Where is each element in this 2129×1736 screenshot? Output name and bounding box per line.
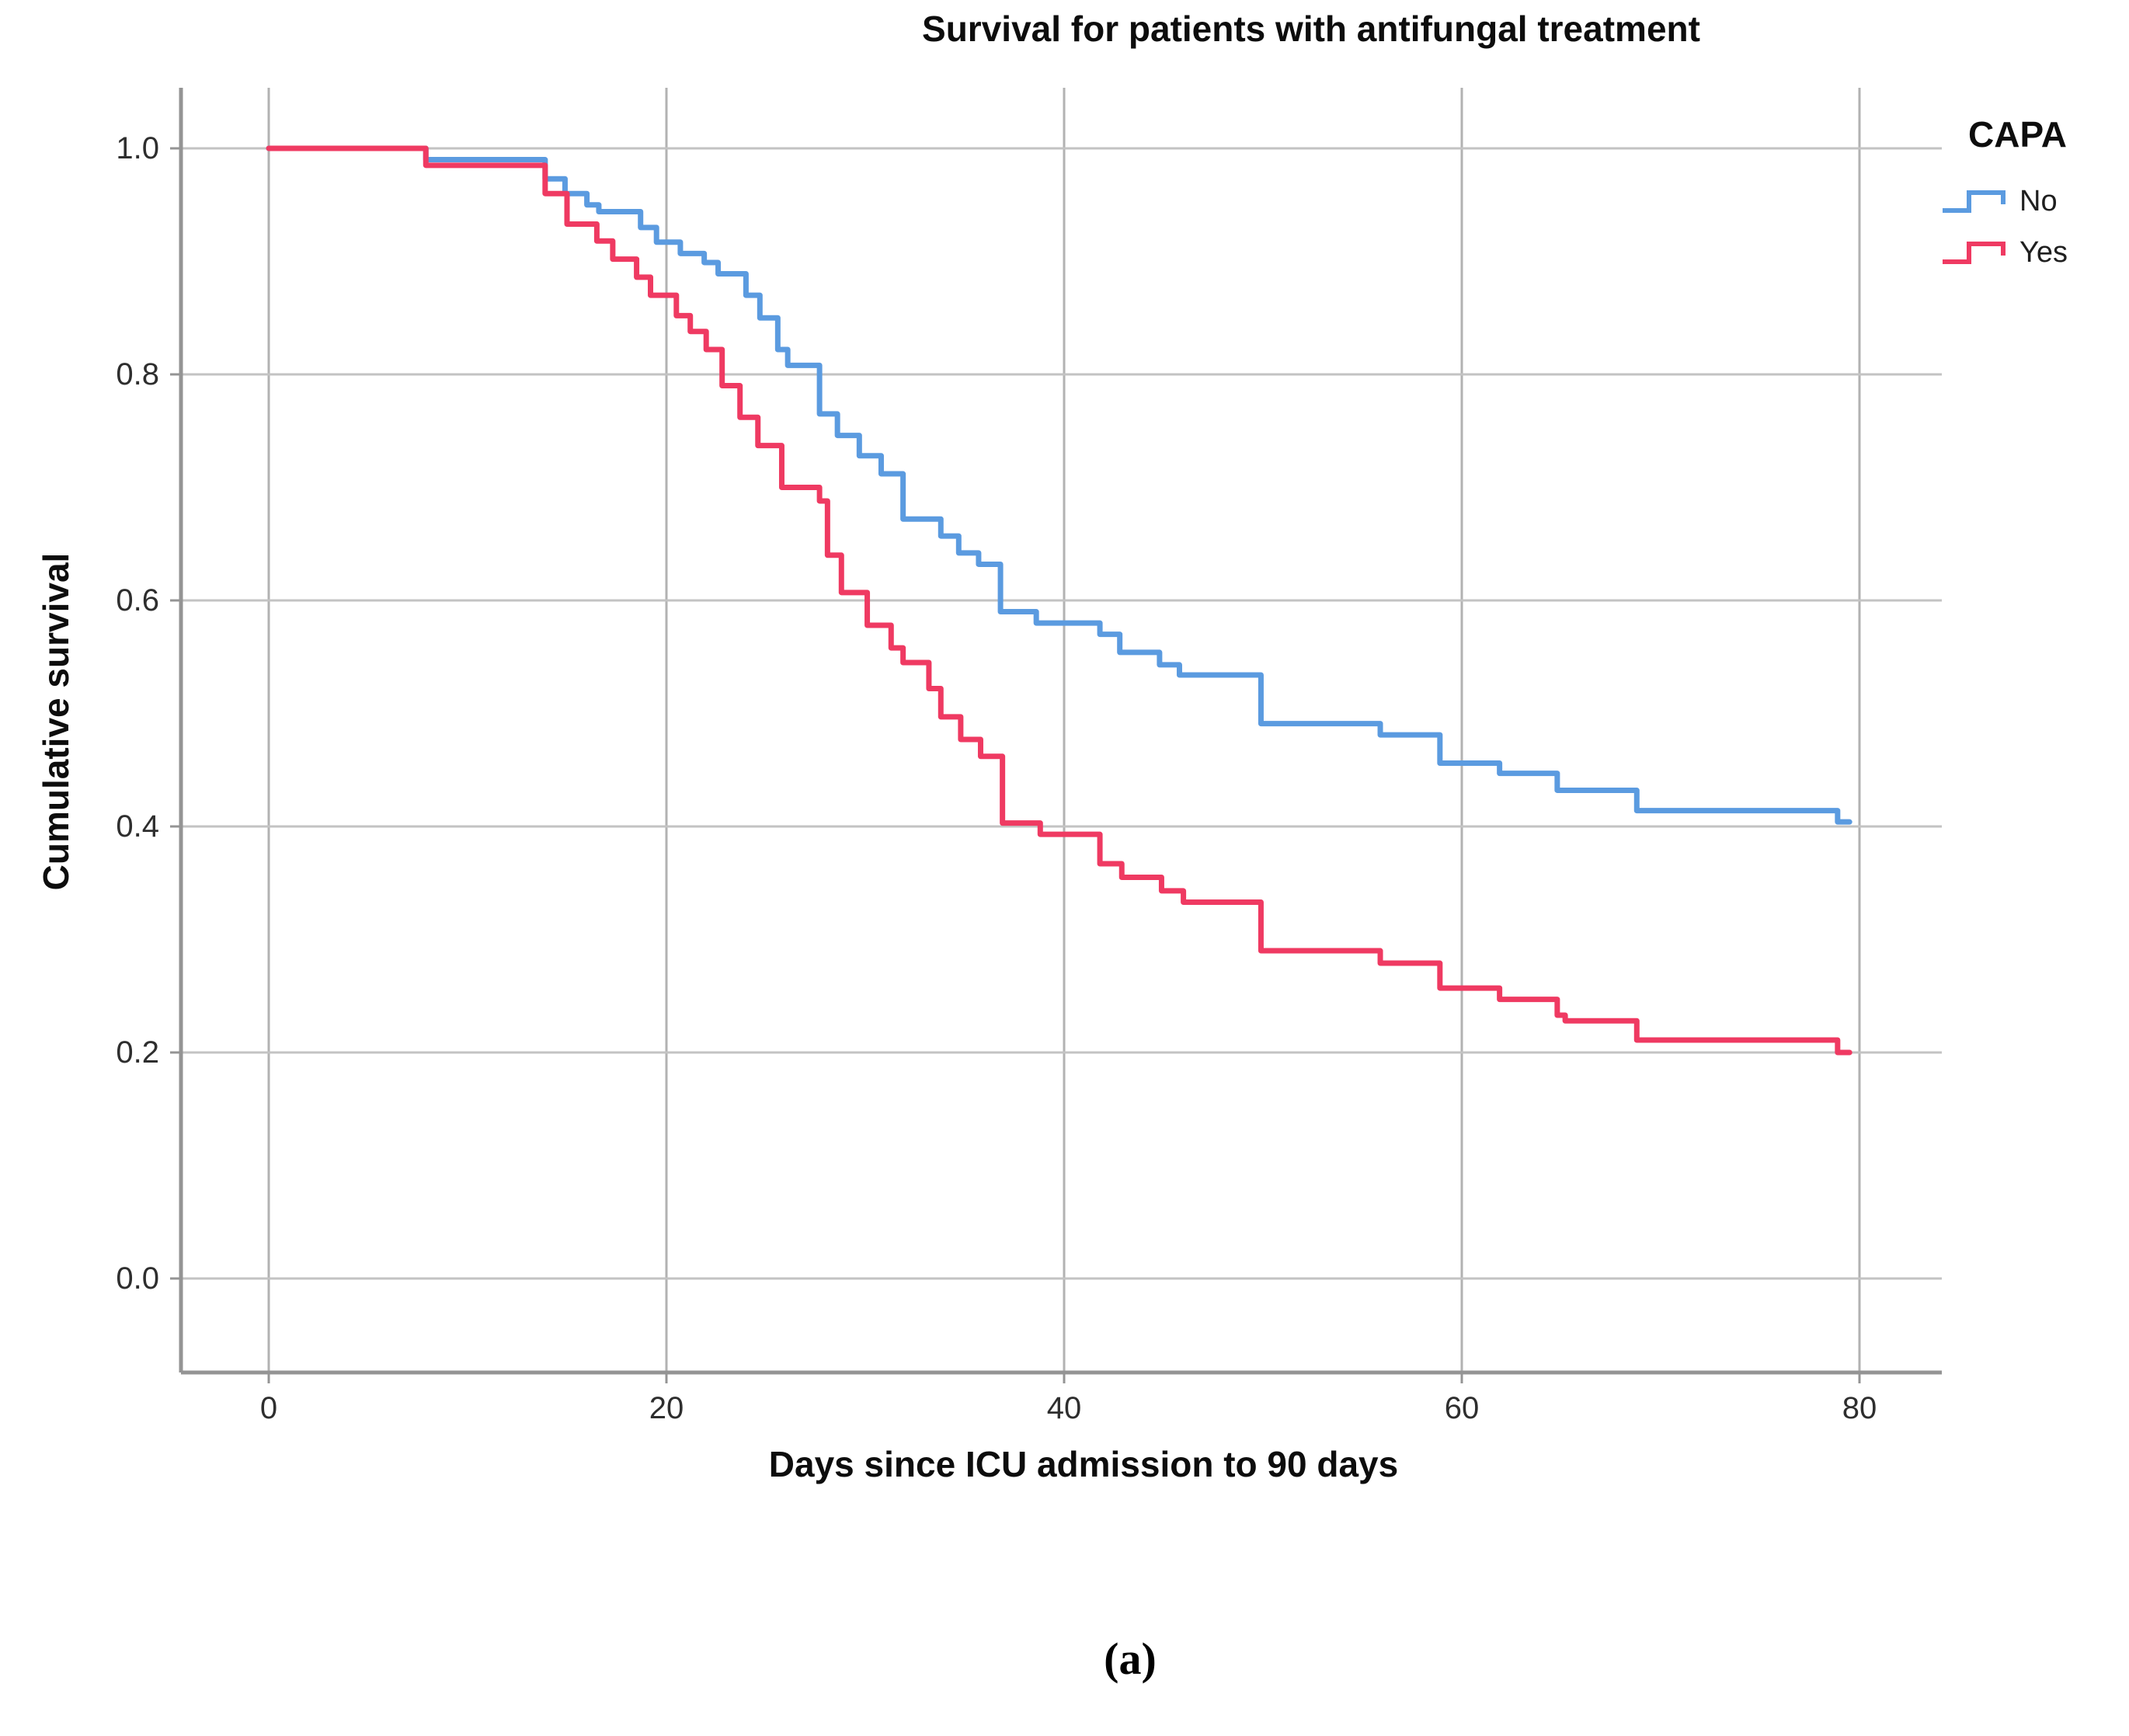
x-axis-title: Days since ICU admission to 90 days: [768, 1444, 1399, 1484]
y-axis-title: Cumulative survival: [36, 552, 76, 891]
x-tick-label-80: 80: [1842, 1391, 1877, 1425]
legend-step-glyph-no: [1943, 190, 2006, 213]
legend-label-no: No: [2019, 184, 2058, 217]
chart-title: Survival for patients with antifungal tr…: [922, 9, 1700, 49]
y-tick-label-1.0: 1.0: [116, 131, 159, 165]
x-tick-label-20: 20: [649, 1391, 684, 1425]
legend: CAPA No Yes: [1940, 113, 2127, 277]
y-tick-label-0.8: 0.8: [116, 357, 159, 391]
x-tick-label-0: 0: [259, 1391, 278, 1425]
legend-item-yes: Yes: [1940, 228, 2127, 277]
y-tick-label-0.6: 0.6: [116, 583, 159, 618]
x-tick-label-60: 60: [1444, 1391, 1480, 1425]
survival-curve-no: [266, 145, 1852, 825]
y-tick-label-0.4: 0.4: [116, 809, 159, 844]
legend-item-no: No: [1940, 177, 2127, 225]
subfigure-caption: (a): [1104, 1633, 1157, 1684]
y-tick-label-0.0: 0.0: [116, 1261, 159, 1296]
legend-title: CAPA: [1968, 114, 2067, 155]
x-tick-label-40: 40: [1046, 1391, 1082, 1425]
survival-curve-yes: [266, 145, 1852, 1056]
y-tick-label-0.2: 0.2: [116, 1035, 159, 1070]
legend-items: No Yes: [1940, 177, 2127, 277]
legend-label-yes: Yes: [2019, 235, 2068, 269]
legend-step-glyph-yes: [1943, 242, 2006, 264]
